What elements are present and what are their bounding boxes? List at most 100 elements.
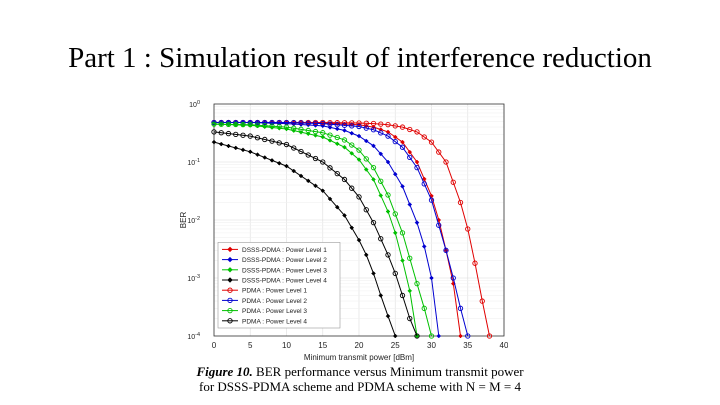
- data-point: [291, 145, 297, 151]
- data-point: [247, 149, 253, 155]
- data-point: [247, 133, 253, 139]
- data-point: [327, 138, 333, 143]
- data-point: [378, 121, 384, 127]
- legend-box: [217, 242, 341, 329]
- data-point: [356, 133, 362, 139]
- data-point: [313, 183, 318, 189]
- data-point: [291, 120, 297, 126]
- data-point: [385, 192, 391, 198]
- data-point: [269, 123, 275, 129]
- data-point: [414, 333, 420, 339]
- data-point: [356, 147, 362, 153]
- data-point: [349, 123, 355, 129]
- legend-entry: PDMA : Power Level 2: [242, 298, 307, 305]
- x-axis-label: Minimum transmit power [dBm]: [304, 353, 414, 362]
- y-tick-label: 10-1: [187, 158, 200, 167]
- data-point: [421, 181, 427, 187]
- data-point: [320, 120, 326, 127]
- data-point: [436, 149, 442, 155]
- data-point: [327, 132, 333, 138]
- data-point: [479, 298, 485, 304]
- data-point: [320, 130, 326, 136]
- data-point: [320, 159, 326, 165]
- data-point: [400, 184, 405, 189]
- data-point: [370, 220, 377, 226]
- data-point: [378, 236, 384, 242]
- data-point: [414, 164, 420, 171]
- data-point: [269, 138, 275, 144]
- data-point: [414, 159, 420, 165]
- data-point: [225, 130, 232, 137]
- data-point: [233, 145, 239, 151]
- data-point: [428, 139, 435, 145]
- data-point: [334, 126, 340, 132]
- y-tick-label: 10-3: [187, 274, 200, 283]
- data-point: [370, 127, 377, 133]
- legend-swatch-marker: [227, 277, 233, 283]
- data-point: [349, 185, 355, 191]
- data-point: [218, 130, 224, 136]
- x-tick-label: 20: [355, 341, 364, 350]
- data-point: [334, 134, 340, 141]
- data-point: [240, 121, 246, 128]
- data-point: [385, 313, 391, 319]
- data-point: [370, 164, 377, 171]
- legend-swatch-marker: [227, 267, 233, 273]
- data-point: [283, 141, 290, 148]
- data-point: [399, 124, 406, 130]
- data-point: [385, 122, 391, 128]
- data-point: [218, 141, 224, 147]
- data-point: [378, 178, 384, 184]
- data-point: [291, 168, 297, 174]
- data-point: [349, 151, 355, 156]
- data-point: [276, 123, 282, 130]
- data-point: [414, 129, 420, 135]
- data-point: [428, 333, 435, 339]
- data-point: [472, 260, 478, 266]
- data-point: [262, 136, 268, 143]
- data-point: [341, 176, 348, 183]
- data-point: [356, 237, 362, 243]
- data-point: [247, 122, 253, 128]
- x-tick-label: 5: [248, 341, 253, 350]
- data-point: [436, 222, 442, 228]
- data-point: [421, 305, 427, 311]
- data-point: [269, 119, 275, 126]
- data-point: [378, 151, 384, 157]
- data-point: [298, 148, 304, 155]
- axes-frame: [213, 103, 505, 337]
- data-point: [327, 196, 333, 202]
- ber-chart: 0 5 10 15 20 25 30 35 40 100 10-1 10-2 10-3 10-4 Minim…: [179, 100, 508, 362]
- data-point: [291, 125, 297, 131]
- data-point: [356, 157, 362, 162]
- legend-swatch-marker: [227, 256, 233, 263]
- data-point: [443, 159, 449, 165]
- legend-entry: DSSS-PDMA : Power Level 4: [242, 278, 327, 285]
- data-point: [334, 141, 340, 147]
- data-point: [233, 121, 239, 128]
- caption-line-2: for DSSS-PDMA scheme and PDMA scheme wit…: [199, 379, 521, 394]
- data-point: [385, 252, 391, 258]
- data-point: [341, 137, 348, 143]
- data-point: [363, 138, 369, 144]
- data-point: [211, 139, 217, 145]
- data-point: [399, 144, 406, 150]
- data-point: [400, 258, 405, 263]
- data-point: [356, 123, 362, 130]
- data-point: [399, 230, 406, 236]
- legend-swatch-marker: [227, 246, 233, 253]
- data-point: [443, 247, 449, 253]
- data-point: [392, 270, 398, 277]
- data-point: [349, 225, 355, 231]
- series-line: [213, 131, 418, 337]
- data-point: [385, 133, 391, 139]
- data-point: [211, 119, 217, 126]
- x-tick-label: 25: [391, 341, 400, 350]
- legend-swatch-marker: [227, 318, 233, 324]
- data-point: [298, 173, 304, 179]
- data-point: [312, 120, 319, 126]
- data-point: [327, 165, 333, 171]
- y-tick-label: 100: [189, 100, 200, 109]
- legend-entry: DSSS-PDMA : Power Level 2: [242, 257, 327, 264]
- y-axis-label: BER: [179, 212, 188, 229]
